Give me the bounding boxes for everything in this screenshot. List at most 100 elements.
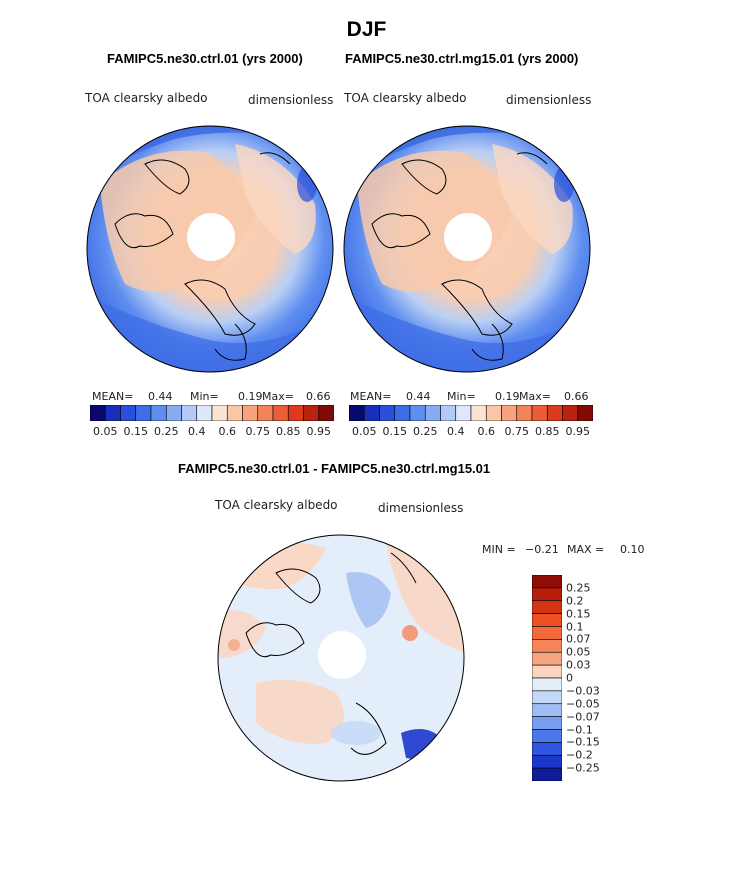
coastline (184, 279, 256, 336)
colorbar-tick-label: 0.25 (154, 425, 179, 438)
coastline (214, 323, 247, 361)
colorbar-swatch (165, 405, 182, 421)
colorbar-swatch (485, 405, 502, 421)
colorbar-swatch (150, 405, 167, 421)
diff-polar-map (217, 534, 465, 782)
colorbar-tick-label: 0.2 (566, 594, 584, 608)
colorbar-swatch (303, 405, 320, 421)
left-min-label: Min= (190, 390, 219, 403)
coastline (275, 568, 321, 604)
colorbar-swatch (440, 405, 457, 421)
colorbar-tick-label: 0.05 (93, 425, 118, 438)
figure-title: DJF (346, 18, 387, 41)
coastline (259, 152, 291, 165)
colorbar-swatch (532, 639, 562, 653)
colorbar-tick-label: 0 (566, 671, 573, 685)
colorbar-swatch (120, 405, 137, 421)
right-mean-label: MEAN= (350, 390, 392, 403)
left-colorbar-ticks: 0.05 0.15 0.25 0.4 0.6 0.75 0.85 0.95 (90, 425, 334, 441)
colorbar-swatch (379, 405, 396, 421)
right-case-title: FAMIPC5.ne30.ctrl.mg15.01 (yrs 2000) (345, 51, 579, 66)
positive-anomaly (256, 679, 344, 744)
negative-anomaly (331, 721, 381, 745)
right-mean-value: 0.44 (406, 390, 431, 403)
positive-anomaly (228, 639, 240, 651)
colorbar-swatch (90, 405, 106, 421)
colorbar-tick-label: −0.03 (566, 684, 600, 698)
colorbar-swatch (532, 600, 562, 614)
colorbar-tick-label: 0.95 (306, 425, 332, 438)
diff-colorbar (532, 575, 562, 781)
colorbar-tick-label: 0.75 (245, 425, 271, 438)
colorbar-swatch (532, 742, 562, 756)
right-field-label: TOA clearsky albedo (344, 91, 467, 105)
colorbar-swatch (532, 651, 562, 666)
colorbar-swatch (349, 405, 365, 421)
coastline (441, 279, 513, 336)
coastline (516, 152, 548, 165)
colorbar-swatch (532, 754, 562, 769)
colorbar-swatch (532, 767, 562, 781)
diff-min-label: MIN = (482, 543, 516, 556)
colorbar-swatch (394, 405, 411, 421)
polar-hole (444, 213, 492, 261)
right-colorbar (349, 405, 593, 421)
colorbar-tick-label: 0.85 (535, 425, 560, 438)
colorbar-swatch (562, 405, 579, 421)
colorbar-swatch (532, 626, 562, 640)
left-polar-map (86, 125, 334, 373)
coastline (245, 622, 305, 658)
coastline (401, 159, 447, 195)
colorbar-swatch (546, 405, 563, 421)
left-mean-value: 0.44 (148, 390, 173, 403)
colorbar-swatch (532, 664, 562, 679)
colorbar-swatch (532, 613, 562, 627)
positive-anomaly (402, 625, 418, 641)
colorbar-tick-label: −0.07 (566, 710, 600, 724)
colorbar-swatch (272, 405, 289, 421)
colorbar-tick-label: 0.07 (566, 632, 591, 646)
colorbar-tick-label: −0.25 (566, 761, 600, 775)
colorbar-swatch (455, 405, 472, 421)
colorbar-swatch (516, 405, 533, 421)
coastline (371, 213, 431, 249)
left-max-label: Max= (262, 390, 294, 403)
colorbar-swatch (532, 690, 562, 705)
ocean-albedo-region (87, 294, 333, 372)
right-min-value: 0.19 (495, 390, 520, 403)
colorbar-swatch (577, 405, 593, 421)
colorbar-swatch (226, 405, 243, 421)
right-units-label: dimensionless (506, 93, 592, 107)
colorbar-tick-label: 0.15 (566, 607, 591, 621)
colorbar-swatch (363, 405, 380, 421)
colorbar-tick-label: −0.05 (566, 697, 600, 711)
colorbar-tick-label: 0.85 (276, 425, 301, 438)
colorbar-swatch (532, 587, 562, 602)
colorbar-swatch (532, 729, 562, 743)
colorbar-tick-label: 0.03 (566, 658, 591, 672)
diff-case-title: FAMIPC5.ne30.ctrl.01 - FAMIPC5.ne30.ctrl… (178, 461, 491, 476)
ocean-albedo-region (344, 294, 590, 372)
colorbar-swatch (501, 405, 518, 421)
colorbar-tick-label: 0.4 (447, 425, 465, 438)
colorbar-swatch (409, 405, 426, 421)
diff-field-label: TOA clearsky albedo (215, 498, 338, 512)
polar-hole (318, 631, 366, 679)
right-polar-map (343, 125, 591, 373)
map-border (217, 534, 465, 782)
colorbar-swatch (104, 405, 121, 421)
colorbar-swatch (211, 405, 228, 421)
polar-hole (187, 213, 235, 261)
diff-max-value: 0.10 (620, 543, 645, 556)
colorbar-swatch (532, 716, 562, 730)
colorbar-swatch (135, 405, 152, 421)
negative-anomaly (346, 572, 391, 628)
right-colorbar-ticks: 0.05 0.15 0.25 0.4 0.6 0.75 0.85 0.95 (349, 425, 593, 441)
colorbar-tick-label: 0.6 (218, 425, 237, 438)
colorbar-swatch (470, 405, 487, 421)
colorbar-swatch (257, 405, 274, 421)
colorbar-tick-label: 0.1 (566, 620, 584, 633)
left-case-title: FAMIPC5.ne30.ctrl.01 (yrs 2000) (107, 51, 303, 66)
coastline (114, 213, 174, 249)
coastline (350, 702, 387, 755)
